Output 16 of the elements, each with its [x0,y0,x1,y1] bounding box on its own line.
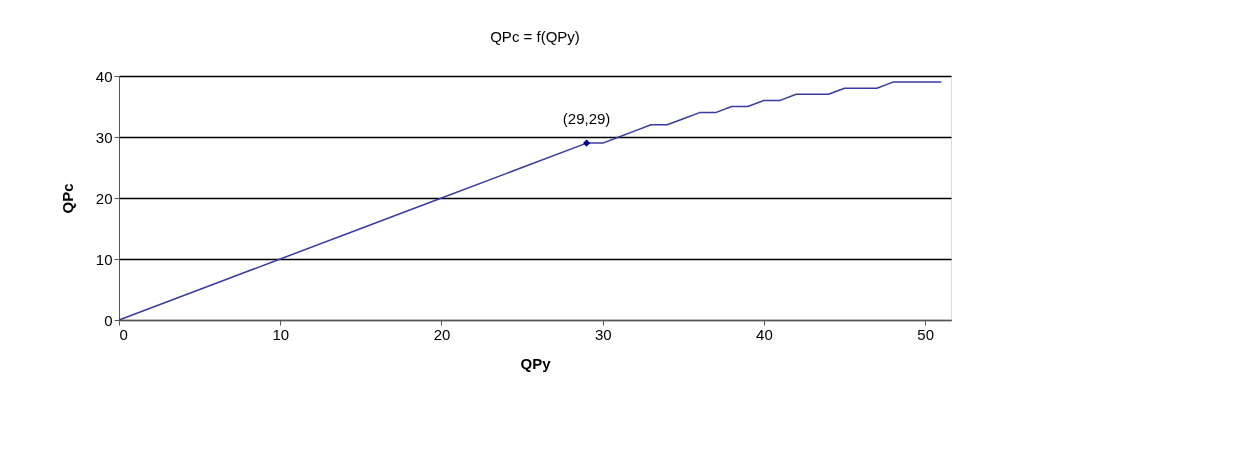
x-tick-label: 40 [756,325,773,343]
x-axis-title: QPy [520,354,552,372]
y-tick-label: 40 [95,67,113,85]
y-tick-label: 0 [104,311,113,329]
y-axis-title: QPc [58,183,76,214]
y-tick-label: 30 [95,128,113,146]
x-tick-label: 0 [119,325,128,343]
chart-title: QPc = f(QPy) [490,28,580,45]
x-tick-label: 20 [433,325,451,343]
line-series [118,81,943,321]
x-tick-label: 30 [594,325,612,343]
y-tick-label: 10 [95,250,113,268]
x-tick-label: 10 [272,325,290,343]
y-tick-label: 20 [95,189,113,207]
annotation: (29,29) [562,110,611,128]
x-tick-label: 50 [917,325,935,343]
